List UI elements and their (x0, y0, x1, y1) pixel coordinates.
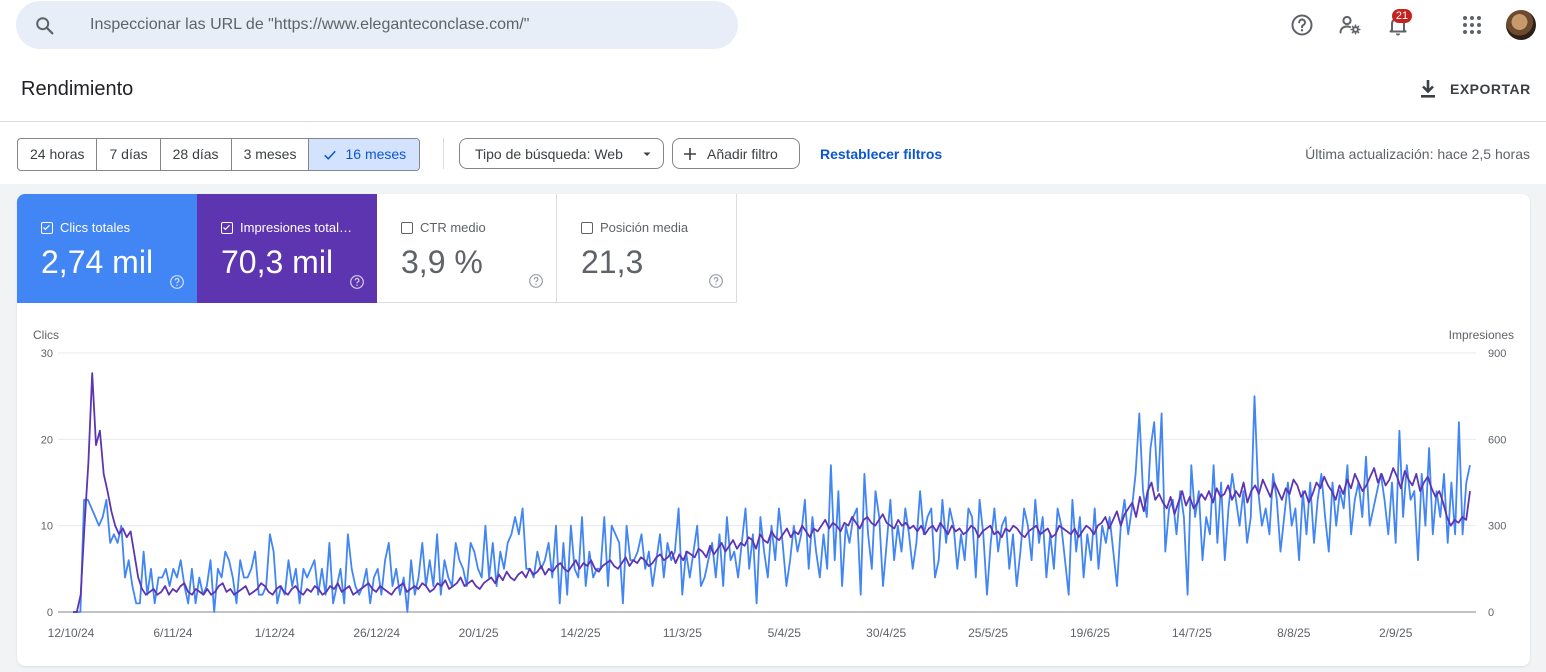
search-input-placeholder[interactable]: Inspeccionar las URL de "https://www.ele… (90, 16, 530, 33)
metric-label: CTR medio (420, 220, 486, 235)
left-axis-tick-label: 30 (41, 348, 53, 360)
filter-divider (443, 138, 444, 169)
date-range-16m-label: 16 meses (345, 146, 407, 162)
metric-value: 70,3 mil (221, 244, 334, 280)
metric-label-row: Impresiones total… (221, 220, 352, 235)
search-icon (36, 17, 54, 35)
date-range-28d[interactable]: 28 días (161, 139, 232, 170)
date-range-7d[interactable]: 7 días (97, 139, 161, 170)
x-axis-tick-label: 30/4/25 (866, 626, 906, 640)
left-axis-tick-label: 10 (41, 521, 53, 533)
right-axis-tick-label: 0 (1488, 607, 1494, 619)
metric-card-impressions[interactable]: Impresiones total… 70,3 mil (197, 194, 377, 303)
checkbox-unchecked-icon[interactable] (401, 221, 413, 234)
checkbox-unchecked-icon[interactable] (581, 221, 593, 234)
x-axis-tick-label: 14/7/25 (1172, 626, 1212, 640)
account-avatar[interactable] (1506, 10, 1536, 40)
help-icon[interactable] (1290, 13, 1314, 37)
x-axis-tick-label: 20/1/25 (459, 626, 499, 640)
metric-label: Impresiones total… (240, 220, 352, 235)
x-axis-tick-label: 19/6/25 (1070, 626, 1110, 640)
last-update-text: Última actualización: hace 2,5 horas (1305, 146, 1530, 162)
add-filter-button[interactable]: Añadir filtro (672, 138, 800, 169)
checkbox-checked-icon[interactable] (221, 221, 233, 234)
help-icon[interactable] (528, 273, 544, 289)
search-type-dropdown[interactable]: Tipo de búsqueda: Web (459, 138, 664, 169)
right-axis-tick-label: 900 (1488, 348, 1506, 360)
checkbox-checked-icon[interactable] (41, 221, 53, 234)
metric-card-ctr[interactable]: CTR medio 3,9 % (377, 194, 557, 303)
date-range-24h[interactable]: 24 horas (18, 139, 98, 170)
metric-card-clicks[interactable]: Clics totales 2,74 mil (17, 194, 197, 303)
right-axis-tick-label: 300 (1488, 521, 1506, 533)
impressions-series-line (73, 372, 1471, 613)
manage-users-icon[interactable] (1338, 13, 1362, 37)
reset-filters-link[interactable]: Restablecer filtros (820, 146, 943, 162)
url-inspection-search[interactable]: Inspeccionar las URL de "https://www.ele… (16, 1, 738, 49)
add-filter-label: Añadir filtro (707, 145, 778, 162)
metric-card-position[interactable]: Posición media 21,3 (557, 194, 737, 303)
metric-label-row: CTR medio (401, 220, 486, 235)
help-icon[interactable] (708, 273, 724, 289)
x-axis-tick-label: 1/12/24 (255, 626, 295, 640)
help-icon[interactable] (169, 274, 185, 290)
filter-bar: 24 horas 7 días 28 días 3 meses 16 meses… (0, 122, 1546, 184)
performance-card: Clics totales 2,74 mil Impresiones total… (17, 194, 1530, 666)
metric-value: 2,74 mil (41, 244, 154, 280)
page-title: Rendimiento (21, 78, 134, 100)
metric-label: Posición media (600, 220, 689, 235)
apps-grid-icon[interactable] (1460, 13, 1484, 37)
x-axis-tick-label: 6/11/24 (153, 626, 192, 640)
help-icon[interactable] (349, 274, 365, 290)
x-axis-tick-label: 26/12/24 (353, 626, 400, 640)
left-axis-tick-label: 20 (41, 434, 53, 446)
page-header: Rendimiento EXPORTAR (0, 50, 1546, 122)
metric-value: 3,9 % (401, 244, 483, 280)
x-axis-tick-label: 12/10/24 (48, 626, 95, 640)
date-range-16m[interactable]: 16 meses (309, 139, 420, 170)
search-type-label: Tipo de búsqueda: Web (475, 145, 623, 162)
export-label: EXPORTAR (1450, 81, 1531, 97)
x-axis-tick-label: 5/4/25 (768, 626, 802, 640)
metric-label-row: Clics totales (41, 220, 130, 235)
metric-label-row: Posición media (581, 220, 688, 235)
download-icon (1421, 80, 1435, 98)
dropdown-arrow-icon (643, 152, 651, 156)
metric-value: 21,3 (581, 244, 644, 280)
right-axis-tick-label: 600 (1488, 434, 1506, 446)
check-icon (324, 150, 337, 160)
export-button[interactable]: EXPORTAR (1416, 77, 1531, 101)
x-axis-tick-label: 11/3/25 (663, 626, 702, 640)
x-axis-tick-label: 2/9/25 (1379, 626, 1413, 640)
top-bar: Inspeccionar las URL de "https://www.ele… (0, 0, 1546, 50)
right-axis-label: Impresiones (1449, 328, 1514, 342)
date-range-selector: 24 horas 7 días 28 días 3 meses 16 meses (17, 138, 421, 171)
metric-label: Clics totales (60, 220, 131, 235)
plus-icon (684, 147, 696, 160)
left-axis-label: Clics (33, 328, 59, 342)
left-axis-tick-label: 0 (47, 607, 53, 619)
date-range-3m[interactable]: 3 meses (232, 139, 310, 170)
x-axis-tick-label: 8/8/25 (1277, 626, 1311, 640)
x-axis-tick-label: 25/5/25 (968, 626, 1008, 640)
clicks-series-line (73, 395, 1471, 613)
x-axis-tick-label: 14/2/25 (560, 626, 600, 640)
notifications-badge: 21 (1392, 9, 1412, 23)
